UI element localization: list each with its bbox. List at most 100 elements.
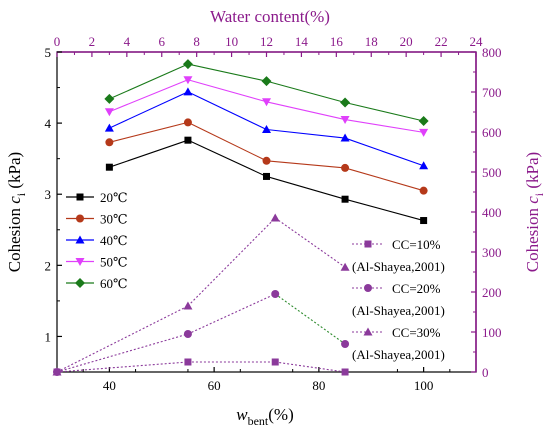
series-line-segment bbox=[109, 91, 189, 129]
right-tick-label: 500 bbox=[482, 165, 502, 180]
legend-marker bbox=[76, 193, 84, 201]
data-point bbox=[104, 123, 114, 132]
right-tick-label: 0 bbox=[482, 365, 489, 380]
bottom-axis-title-tail: (%) bbox=[268, 405, 293, 424]
top-tick-label: 10 bbox=[225, 34, 238, 49]
left-axis-title-sub: i bbox=[14, 192, 28, 196]
data-point bbox=[270, 213, 280, 222]
top-tick-label: 0 bbox=[54, 34, 61, 49]
bottom-axis-title: wbent(%) bbox=[236, 405, 294, 428]
series-line-segment bbox=[266, 101, 346, 121]
series-line-segment bbox=[109, 139, 189, 168]
series-line-segment bbox=[187, 139, 267, 177]
data-point bbox=[104, 108, 114, 117]
left-tick-label: 2 bbox=[45, 258, 52, 273]
series-line-segment bbox=[344, 101, 424, 122]
data-point bbox=[183, 87, 193, 96]
legend-label: 60℃ bbox=[100, 276, 128, 291]
legend-marker bbox=[76, 214, 84, 223]
series-CC-30- bbox=[52, 213, 350, 376]
series-40- bbox=[104, 87, 429, 170]
legend-label: 40℃ bbox=[100, 233, 128, 248]
data-point bbox=[262, 156, 271, 165]
left-axis-title: Cohesion ci (kPa) bbox=[5, 152, 28, 272]
top-tick-label: 12 bbox=[260, 34, 273, 49]
legend-marker bbox=[75, 235, 85, 244]
right-tick-label: 700 bbox=[482, 85, 502, 100]
series-line-segment bbox=[266, 128, 346, 139]
legend-marker bbox=[75, 258, 85, 266]
top-tick-label: 16 bbox=[330, 34, 344, 49]
data-point bbox=[418, 115, 429, 126]
top-tick-label: 22 bbox=[435, 34, 448, 49]
top-tick-label: 14 bbox=[295, 34, 309, 49]
right-tick-label: 800 bbox=[482, 45, 502, 60]
right-tick-label: 400 bbox=[482, 205, 502, 220]
data-point bbox=[340, 133, 350, 142]
series-line-segment bbox=[266, 160, 346, 169]
series-line-segment bbox=[187, 121, 267, 162]
legend-layer: 20℃ 30℃ 40℃ 50℃ 60℃ CC=10% (Al-Shayea,2001) CC=… bbox=[66, 190, 445, 362]
data-point bbox=[419, 161, 429, 170]
legend-label-source: (Al-Shayea,2001) bbox=[352, 259, 445, 274]
data-point bbox=[341, 368, 349, 376]
legend-label: 50℃ bbox=[100, 255, 128, 270]
top-tick-label: 2 bbox=[89, 34, 96, 49]
series-line-segment bbox=[187, 63, 267, 82]
data-point bbox=[341, 340, 350, 348]
series-line-segment bbox=[187, 217, 276, 307]
top-tick-label: 4 bbox=[124, 34, 131, 49]
left-tick-label: 1 bbox=[45, 329, 52, 344]
right-axis-title-main: Cohesion bbox=[523, 204, 542, 272]
data-point bbox=[184, 358, 192, 366]
data-point bbox=[340, 116, 350, 125]
bottom-axis-title-sub: bent bbox=[248, 414, 269, 428]
bottom-tick-label: 100 bbox=[414, 378, 434, 393]
series-CC-10- bbox=[53, 358, 349, 376]
series-line-segment bbox=[56, 361, 188, 373]
legend-marker bbox=[75, 278, 85, 288]
bottom-axis-title-main: w bbox=[236, 405, 248, 424]
data-point bbox=[341, 163, 350, 172]
top-tick-label: 20 bbox=[400, 34, 413, 49]
legend-label: 20℃ bbox=[100, 190, 128, 205]
bottom-tick-label: 60 bbox=[208, 378, 221, 393]
series-line-segment bbox=[344, 198, 424, 222]
left-axis-title-main: Cohesion bbox=[5, 204, 24, 272]
data-point bbox=[271, 290, 280, 298]
data-point bbox=[419, 186, 428, 195]
data-point bbox=[183, 330, 192, 338]
legend-marker bbox=[364, 240, 372, 248]
series-20- bbox=[105, 136, 428, 225]
right-tick-label: 600 bbox=[482, 125, 502, 140]
series-line-segment bbox=[266, 175, 346, 200]
data-point bbox=[262, 125, 271, 134]
series-50- bbox=[104, 76, 429, 137]
data-point bbox=[183, 118, 192, 127]
series-line-segment bbox=[56, 305, 189, 373]
data-point bbox=[182, 59, 193, 70]
series-CC-20- bbox=[53, 290, 350, 376]
bottom-tick-label: 80 bbox=[312, 378, 325, 393]
data-point bbox=[271, 358, 279, 366]
data-point bbox=[261, 76, 272, 87]
legend-label: 30℃ bbox=[100, 212, 128, 227]
series-line-segment bbox=[344, 167, 424, 192]
left-tick-label: 3 bbox=[45, 187, 52, 202]
data-point bbox=[341, 195, 349, 203]
series-line-segment bbox=[344, 119, 424, 133]
top-tick-label: 24 bbox=[470, 34, 484, 49]
series-60- bbox=[104, 59, 429, 126]
top-axis-title: Water content(%) bbox=[210, 7, 330, 26]
series-line-segment bbox=[275, 361, 346, 373]
left-tick-label: 5 bbox=[45, 45, 52, 60]
data-point bbox=[263, 172, 270, 180]
series-line-segment bbox=[187, 79, 267, 103]
data-point bbox=[105, 138, 114, 147]
legend-marker bbox=[364, 284, 372, 292]
series-line-segment bbox=[187, 293, 276, 335]
legend-label-source: (Al-Shayea,2001) bbox=[352, 303, 445, 318]
top-tick-label: 8 bbox=[193, 34, 200, 49]
